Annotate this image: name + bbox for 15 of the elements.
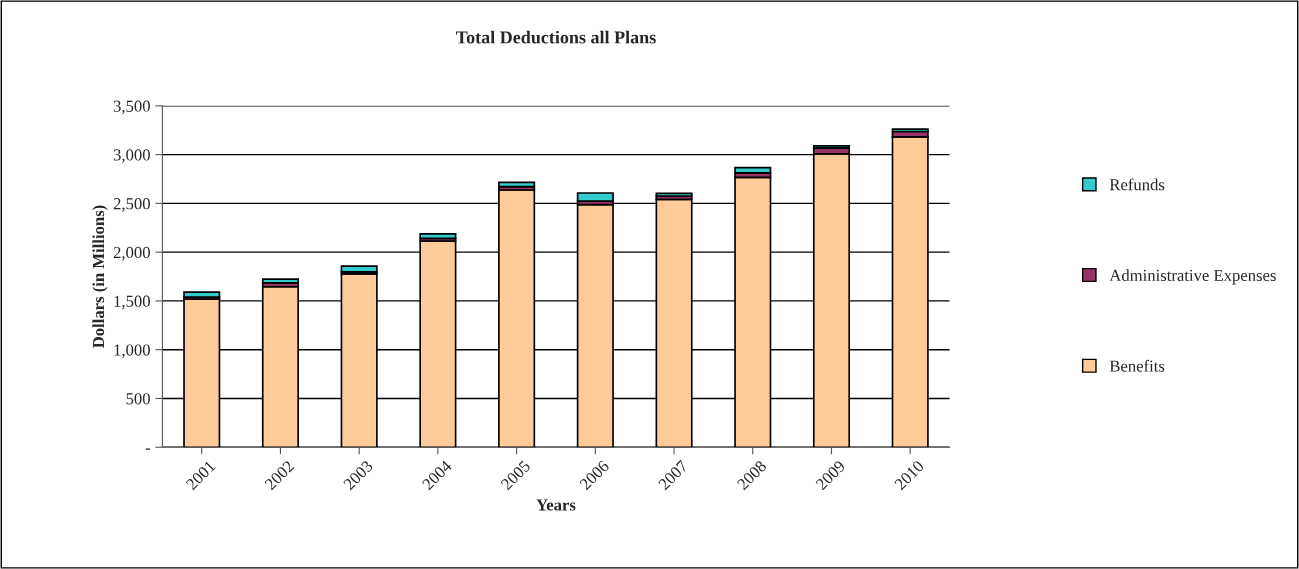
y-tick-label: 1,000 [114, 344, 150, 359]
y-tick-label: 1,500 [114, 295, 150, 310]
y-tick-label: - [145, 448, 150, 450]
legend-label: Administrative Expenses [1109, 269, 1276, 285]
y-tick-label: 2,000 [113, 246, 150, 261]
x-tick-label: 2001 [185, 460, 216, 491]
y-tick-label: 2,500 [113, 198, 150, 212]
y-tick-label: 3,500 [113, 100, 150, 115]
y-tick-label: 3,000 [113, 149, 150, 163]
y-axis-title: Dollars (in Millions) [92, 205, 108, 348]
chart-title: Total Deductions all Plans [456, 30, 656, 44]
x-axis-title: Years [536, 499, 576, 511]
legend-label: Refunds [1109, 178, 1165, 191]
legend-label: Benefits [1109, 359, 1165, 372]
y-tick-label: 500 [126, 393, 150, 405]
